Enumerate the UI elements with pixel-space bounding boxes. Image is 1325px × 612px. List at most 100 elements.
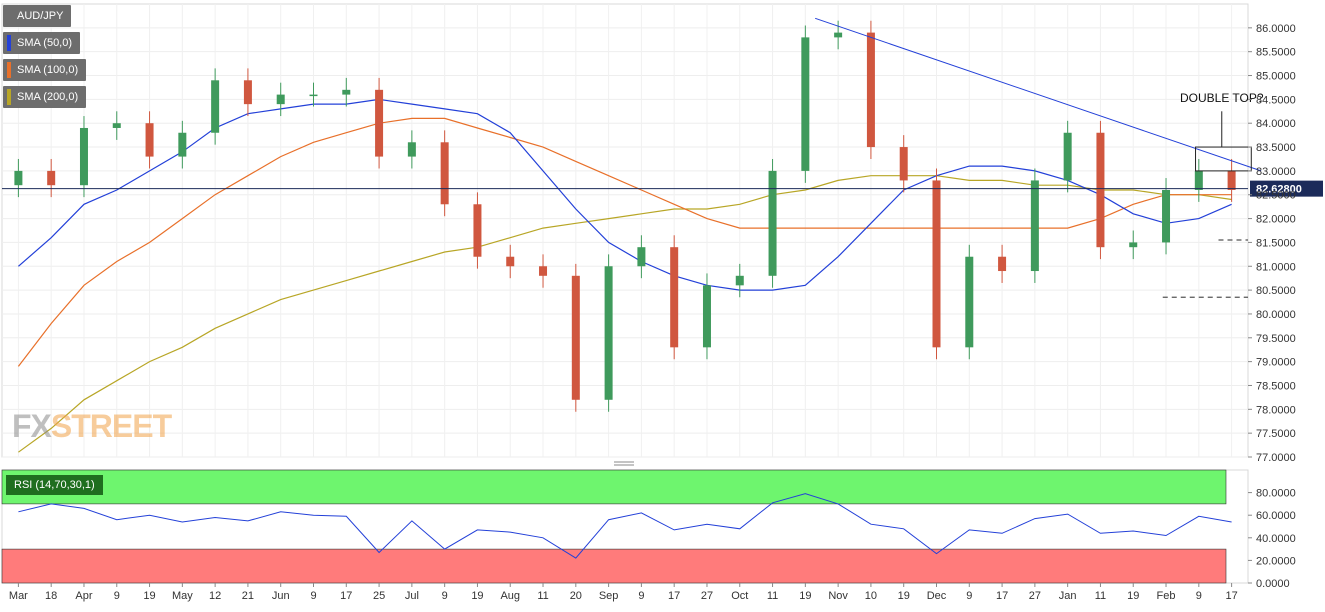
x-tick-label: Mar: [9, 590, 28, 602]
price-tick-label: 78.0000: [1256, 404, 1296, 416]
price-tick-label: 83.0000: [1256, 166, 1296, 178]
candle-body: [539, 266, 548, 276]
candle-body: [211, 80, 220, 133]
rsi-tick-label: 80.0000: [1256, 488, 1296, 500]
x-tick-label: 9: [442, 590, 448, 602]
sma200-line: [18, 175, 1232, 453]
fxstreet-logo: FXSTREET: [12, 408, 172, 444]
double-top-box: [1195, 146, 1252, 172]
x-tick-label: 19: [143, 590, 155, 602]
rsi-tick-label: 0.0000: [1256, 578, 1290, 590]
price-tick-label: 77.0000: [1256, 452, 1296, 464]
candle-body: [866, 32, 875, 148]
price-tick-label: 84.5000: [1256, 94, 1296, 106]
rsi-overbought-band: [1, 469, 1227, 505]
current-price-badge: [1250, 180, 1323, 197]
price-tick-label: 86.0000: [1256, 23, 1296, 35]
price-tick-label: 85.5000: [1256, 47, 1296, 59]
x-tick-label: 27: [1029, 590, 1041, 602]
x-tick-label: 19: [898, 590, 910, 602]
candle-body: [375, 89, 384, 157]
x-tick-label: 9: [966, 590, 972, 602]
candle-body: [768, 170, 777, 276]
candle-body: [506, 256, 515, 267]
x-tick-label: Apr: [75, 590, 92, 602]
x-tick-label: Sep: [599, 590, 619, 602]
x-tick-label: 19: [471, 590, 483, 602]
x-tick-label: 11: [1095, 590, 1106, 602]
candle-body: [1096, 132, 1105, 248]
candle-body: [243, 80, 252, 105]
candle-body: [1227, 170, 1236, 190]
candle-body: [407, 142, 416, 157]
current-price-label: 82.62800: [1256, 184, 1302, 196]
x-tick-label: 11: [767, 590, 778, 602]
candle-body: [604, 266, 613, 400]
candle-body: [276, 94, 285, 105]
rsi-tick-label: 60.0000: [1256, 510, 1296, 522]
x-tick-label: 17: [668, 590, 680, 602]
x-tick-label: 10: [865, 590, 877, 602]
x-tick-label: 18: [45, 590, 57, 602]
sma50-line: [18, 98, 1232, 291]
x-tick-label: 17: [1225, 590, 1237, 602]
x-tick-label: Oct: [731, 590, 748, 602]
candle-body: [702, 285, 711, 348]
x-tick-label: 21: [242, 590, 254, 602]
price-tick-label: 85.0000: [1256, 71, 1296, 83]
legend-item-sma100: SMA (100,0): [3, 59, 87, 81]
x-tick-label: 9: [638, 590, 644, 602]
x-tick-label: 25: [373, 590, 385, 602]
x-tick-label: 12: [209, 590, 221, 602]
x-tick-label: 19: [799, 590, 811, 602]
price-tick-label: 84.0000: [1256, 118, 1296, 130]
price-tick-label: 80.0000: [1256, 309, 1296, 321]
candle-body: [440, 142, 449, 205]
candle-body: [637, 247, 646, 267]
x-tick-label: 9: [1196, 590, 1202, 602]
price-tick-label: 81.5000: [1256, 237, 1296, 249]
price-tick-label: 83.5000: [1256, 142, 1296, 154]
x-tick-label: 20: [570, 590, 582, 602]
price-tick-label: 81.0000: [1256, 261, 1296, 273]
candle-body: [932, 180, 941, 348]
candle-body: [1129, 242, 1138, 248]
candle-body: [670, 247, 679, 348]
rsi-tick-label: 20.0000: [1256, 555, 1296, 567]
double-top-annotation: DOUBLE TOP?: [1180, 91, 1264, 105]
price-tick-label: 79.0000: [1256, 357, 1296, 369]
x-tick-label: 9: [310, 590, 316, 602]
x-tick-label: Feb: [1157, 590, 1176, 602]
price-tick-label: 77.5000: [1256, 428, 1296, 440]
candle-body: [79, 127, 88, 186]
candle-body: [571, 275, 580, 400]
candle-body: [309, 94, 318, 97]
price-tick-label: 82.0000: [1256, 214, 1296, 226]
x-tick-label: May: [172, 590, 193, 602]
candle-body: [14, 170, 23, 186]
legend-item-sma50: SMA (50,0): [3, 32, 81, 54]
x-tick-label: 17: [996, 590, 1008, 602]
rsi-indicator-label: RSI (14,70,30,1): [6, 475, 103, 495]
x-tick-label: Aug: [500, 590, 520, 602]
sma100-line: [17, 117, 1232, 367]
x-tick-label: Jun: [272, 590, 290, 602]
rsi-oversold-band: [1, 548, 1227, 584]
candle-body: [735, 275, 744, 286]
legend-item-sma200: SMA (200,0): [3, 86, 87, 108]
candle-body: [1063, 132, 1072, 181]
x-tick-label: 27: [701, 590, 713, 602]
candle-body: [342, 89, 351, 95]
candle-body: [965, 256, 974, 348]
candle-body: [112, 123, 121, 128]
x-tick-label: 19: [1127, 590, 1139, 602]
candle-body: [1030, 180, 1039, 272]
x-tick-label: Jan: [1059, 590, 1077, 602]
candle-body: [47, 170, 56, 186]
x-tick-label: Nov: [828, 590, 848, 602]
candle-body: [834, 32, 843, 38]
candle-body: [998, 256, 1007, 272]
rsi-line: [18, 493, 1232, 559]
x-tick-label: Jul: [405, 590, 419, 602]
